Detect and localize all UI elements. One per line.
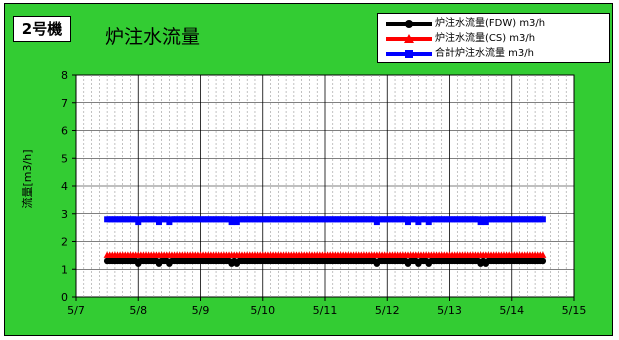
data-point xyxy=(539,216,546,223)
legend-label-cs: 炉注水流量(CS) m3/h xyxy=(435,33,536,44)
legend-item-cs: 炉注水流量(CS) m3/h xyxy=(384,32,606,47)
x-tick-label: 5/15 xyxy=(562,304,587,317)
y-tick-label: 2 xyxy=(61,236,68,249)
x-tick-label: 5/14 xyxy=(499,304,524,317)
unit-label: 2号機 xyxy=(13,16,71,42)
legend: 炉注水流量(FDW) m3/h 炉注水流量(CS) m3/h 合計炉注水流量 m… xyxy=(377,13,610,63)
x-tick-label: 5/13 xyxy=(437,304,462,317)
legend-swatch-cs xyxy=(386,34,432,43)
data-point xyxy=(539,251,547,258)
legend-swatch-fdw xyxy=(386,20,432,28)
legend-label-fdw: 炉注水流量(FDW) m3/h xyxy=(435,18,546,29)
x-tick-label: 5/7 xyxy=(67,304,85,317)
y-tick-label: 0 xyxy=(61,291,68,304)
y-tick-label: 8 xyxy=(61,69,68,82)
x-tick-label: 5/10 xyxy=(250,304,275,317)
y-tick-label: 6 xyxy=(61,125,68,138)
legend-label-total: 合計炉注水流量 m3/h xyxy=(435,48,534,59)
y-tick-label: 7 xyxy=(61,97,68,110)
x-tick-label: 5/8 xyxy=(129,304,147,317)
legend-item-fdw: 炉注水流量(FDW) m3/h xyxy=(384,17,606,32)
y-tick-label: 4 xyxy=(61,180,68,193)
legend-item-total: 合計炉注水流量 m3/h xyxy=(384,47,606,62)
legend-swatch-total xyxy=(386,50,432,58)
x-tick-label: 5/9 xyxy=(192,304,210,317)
data-point xyxy=(539,257,547,265)
x-tick-label: 5/11 xyxy=(313,304,338,317)
y-tick-label: 5 xyxy=(61,152,68,165)
y-tick-label: 1 xyxy=(61,263,68,276)
chart-title: 炉注水流量 xyxy=(105,26,201,48)
x-tick-label: 5/12 xyxy=(375,304,400,317)
y-tick-label: 3 xyxy=(61,208,68,221)
